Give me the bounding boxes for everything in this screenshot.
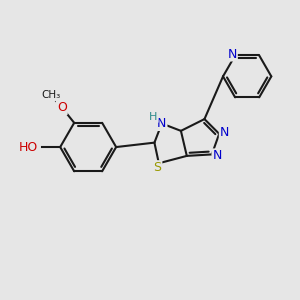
Text: S: S xyxy=(153,161,161,174)
Text: H: H xyxy=(149,112,158,122)
Text: N: N xyxy=(220,126,229,139)
Text: O: O xyxy=(57,101,67,114)
Text: CH₃: CH₃ xyxy=(41,90,60,100)
Text: N: N xyxy=(227,47,237,61)
Text: N: N xyxy=(212,149,222,162)
Text: N: N xyxy=(157,117,167,130)
Text: HO: HO xyxy=(19,141,38,154)
